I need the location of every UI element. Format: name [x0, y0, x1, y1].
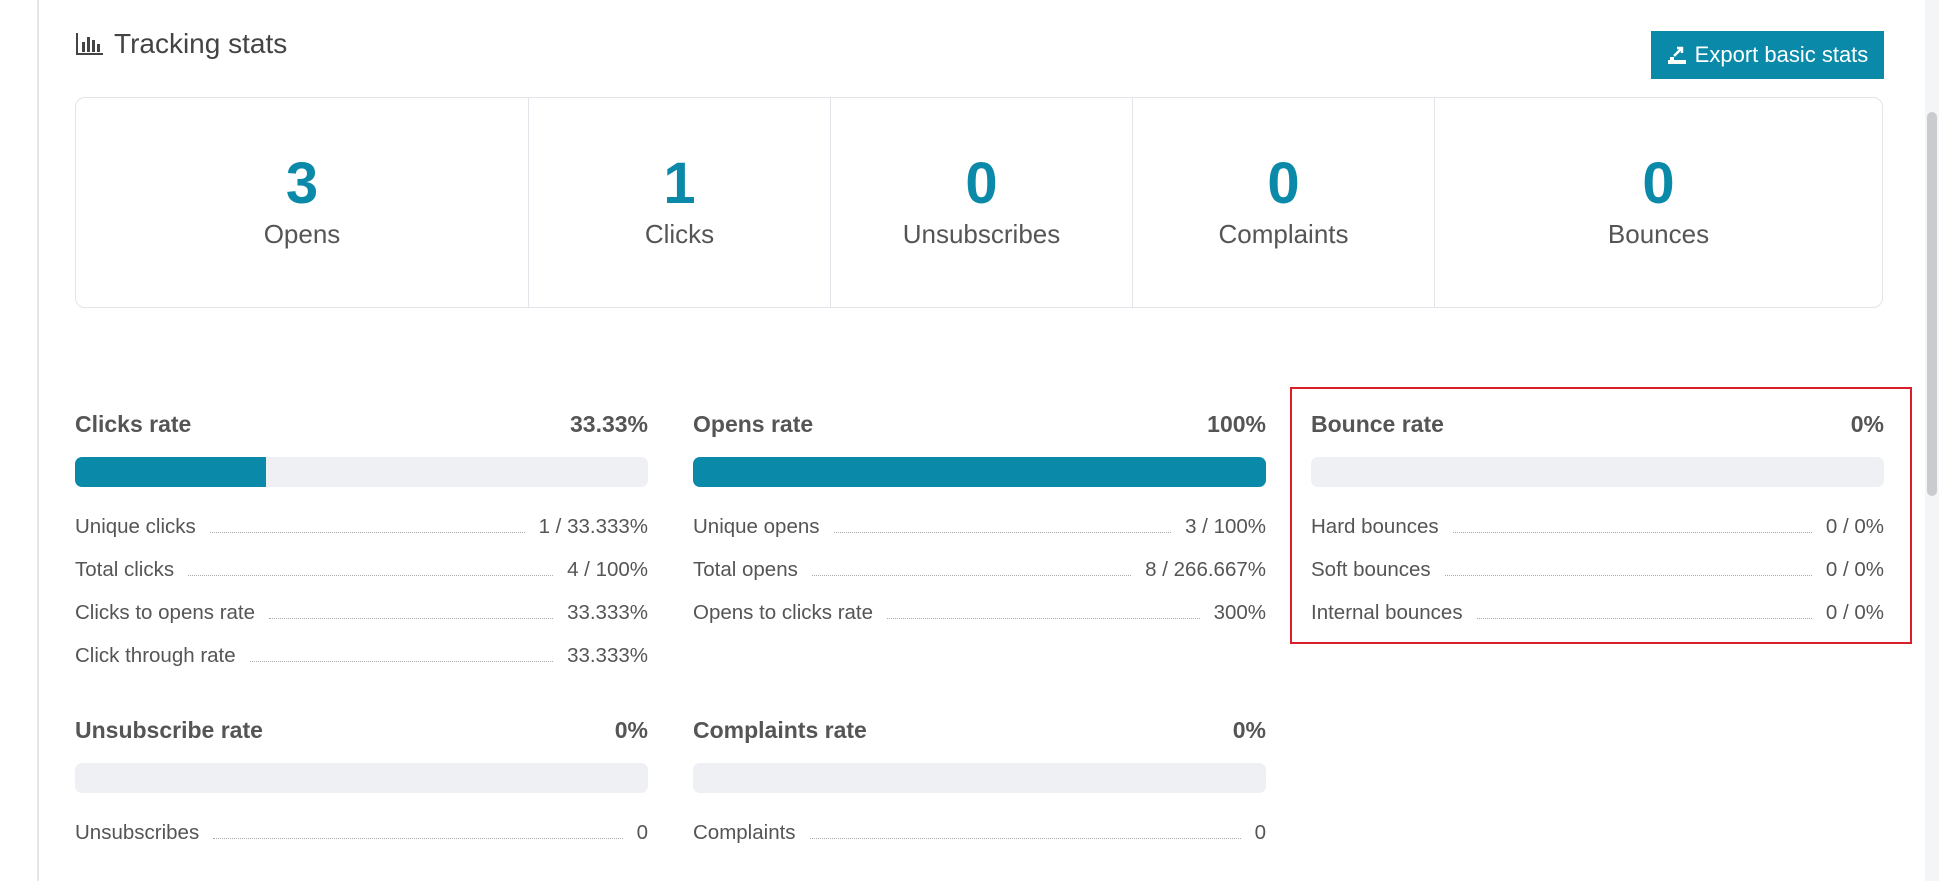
export-button-label: Export basic stats: [1694, 42, 1869, 67]
row-value: 0 / 0%: [1825, 557, 1884, 581]
row-label: Click through rate: [75, 643, 236, 667]
stat-row: Unsubscribes 0: [75, 811, 648, 854]
opens-rate-bar-fill: [693, 457, 1266, 487]
row-value: 33.333%: [567, 643, 648, 667]
stat-label: Unsubscribes: [902, 219, 1061, 249]
row-label: Total opens: [693, 557, 798, 581]
stat-unsubscribes: 0 Unsubscribes: [831, 98, 1133, 307]
rate-value: 100%: [1207, 410, 1266, 437]
stat-value: 3: [285, 151, 319, 216]
rate-value: 0%: [1850, 410, 1884, 437]
stat-bounces: 0 Bounces: [1435, 98, 1882, 307]
page-title: Tracking stats: [114, 28, 288, 59]
row-value: 0 / 0%: [1825, 600, 1884, 624]
rate-title: Opens rate: [693, 410, 814, 437]
row-value: 1 / 33.333%: [538, 514, 648, 538]
rate-title: Complaints rate: [693, 716, 867, 743]
rate-value: 33.33%: [569, 410, 648, 437]
row-value: 8 / 266.667%: [1145, 557, 1266, 581]
stat-row: Click through rate 33.333%: [75, 634, 648, 677]
section-header: Tracking stats: [75, 28, 287, 60]
row-label: Unsubscribes: [75, 820, 200, 844]
row-value: 300%: [1213, 600, 1266, 624]
rate-title: Unsubscribe rate: [75, 716, 263, 743]
bounce-rate-panel: Bounce rate 0% Hard bounces 0 / 0% Soft b…: [1311, 407, 1884, 634]
row-value: 0 / 0%: [1825, 514, 1884, 538]
row-label: Complaints: [693, 820, 796, 844]
stat-label: Bounces: [1607, 219, 1710, 249]
stat-row: Unique clicks 1 / 33.333%: [75, 505, 648, 548]
scrollbar[interactable]: [1925, 0, 1939, 881]
row-label: Soft bounces: [1311, 557, 1431, 581]
row-value: 33.333%: [567, 600, 648, 624]
unsubscribe-rate-panel: Unsubscribe rate 0% Unsubscribes 0: [75, 713, 648, 854]
stat-row: Internal bounces 0 / 0%: [1311, 591, 1884, 634]
unsubscribe-rate-bar: [75, 763, 648, 793]
clicks-rate-panel: Clicks rate 33.33% Unique clicks 1 / 33.3…: [75, 407, 648, 677]
stat-row: Complaints 0: [693, 811, 1266, 854]
export-basic-stats-button[interactable]: Export basic stats: [1651, 31, 1884, 79]
stat-value: 1: [663, 151, 696, 216]
rate-value: 0%: [1232, 716, 1266, 743]
bar-chart-icon: [76, 33, 103, 55]
rate-value: 0%: [614, 716, 648, 743]
stat-complaints: 0 Complaints: [1133, 98, 1435, 307]
summary-stats-panel: 3 Opens 1 Clicks 0 Unsubscribes 0 Compla…: [75, 97, 1883, 308]
opens-rate-panel: Opens rate 100% Unique opens 3 / 100% Tot…: [693, 407, 1266, 634]
page-left-border: [37, 0, 39, 881]
stat-row: Opens to clicks rate 300%: [693, 591, 1266, 634]
stat-row: Hard bounces 0 / 0%: [1311, 505, 1884, 548]
row-label: Total clicks: [75, 557, 175, 581]
rate-title: Clicks rate: [75, 410, 192, 437]
stat-value: 0: [1642, 151, 1675, 216]
row-value: 0: [1254, 820, 1266, 844]
bounce-rate-bar: [1311, 457, 1884, 487]
opens-rate-bar: [693, 457, 1266, 487]
stat-row: Total opens 8 / 266.667%: [693, 548, 1266, 591]
row-value: 4 / 100%: [567, 557, 648, 581]
row-value: 3 / 100%: [1185, 514, 1266, 538]
export-icon: [1667, 46, 1686, 64]
stat-label: Clicks: [644, 219, 715, 249]
stat-row: Total clicks 4 / 100%: [75, 548, 648, 591]
rate-title: Bounce rate: [1311, 410, 1444, 437]
clicks-rate-bar-fill: [75, 457, 266, 487]
row-label: Unique clicks: [75, 514, 196, 538]
row-label: Opens to clicks rate: [693, 600, 874, 624]
row-label: Clicks to opens rate: [75, 600, 256, 624]
row-value: 0: [636, 820, 648, 844]
complaints-rate-bar: [693, 763, 1266, 793]
scrollbar-thumb[interactable]: [1927, 112, 1937, 496]
stat-row: Unique opens 3 / 100%: [693, 505, 1266, 548]
complaints-rate-panel: Complaints rate 0% Complaints 0: [693, 713, 1266, 854]
stat-row: Soft bounces 0 / 0%: [1311, 548, 1884, 591]
row-label: Internal bounces: [1311, 600, 1463, 624]
row-label: Unique opens: [693, 514, 820, 538]
bounce-rate-highlight: [1290, 387, 1912, 644]
stat-label: Opens: [263, 219, 341, 249]
stat-label: Complaints: [1218, 219, 1349, 249]
clicks-rate-bar: [75, 457, 648, 487]
stat-value: 0: [1267, 151, 1300, 216]
stat-clicks: 1 Clicks: [529, 98, 831, 307]
stat-value: 0: [965, 151, 998, 216]
row-label: Hard bounces: [1311, 514, 1439, 538]
stat-opens: 3 Opens: [76, 98, 529, 307]
stat-row: Clicks to opens rate 33.333%: [75, 591, 648, 634]
